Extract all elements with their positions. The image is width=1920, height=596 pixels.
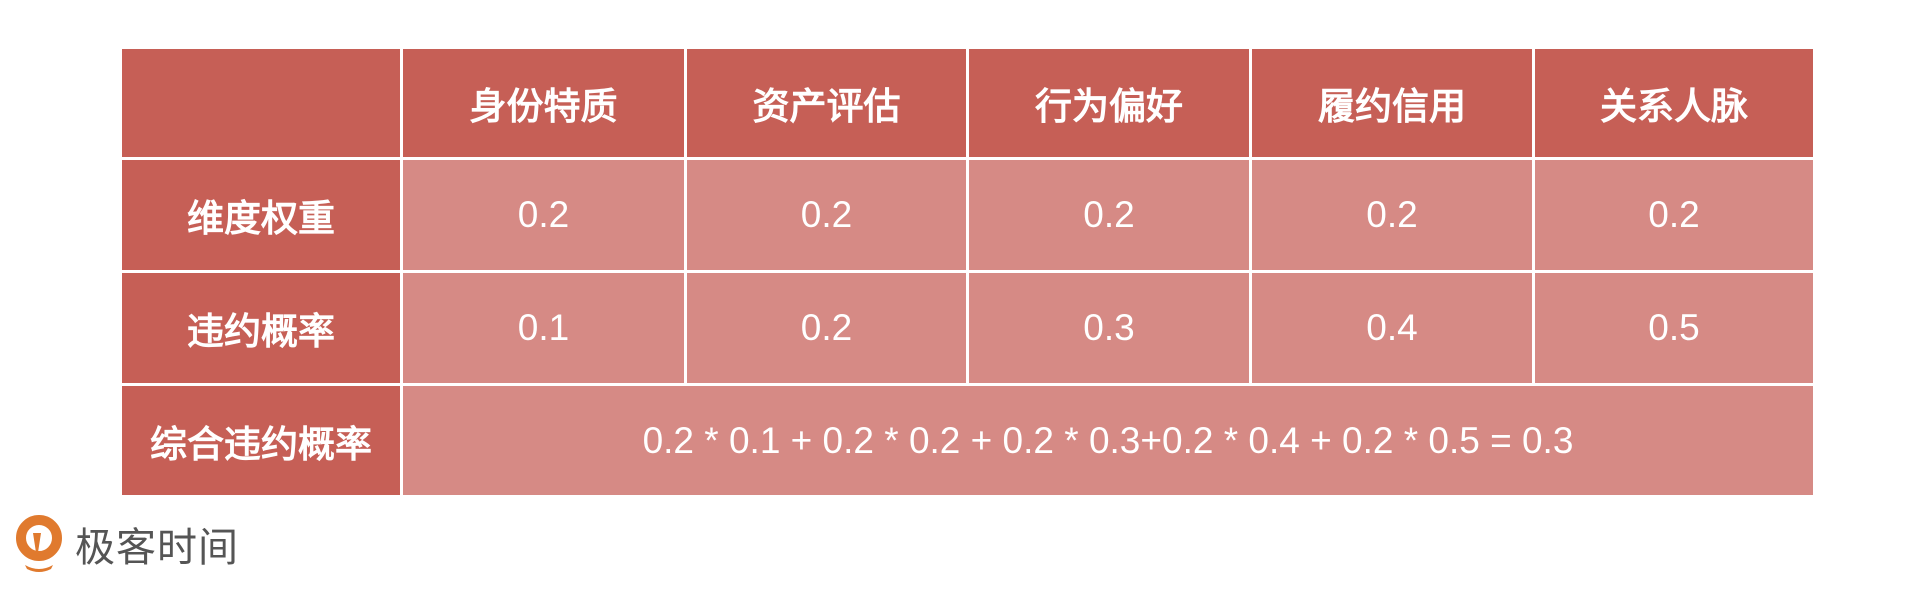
value-cell: 0.2	[687, 273, 966, 383]
value-cell: 0.1	[403, 273, 684, 383]
total-label: 综合违约概率	[122, 386, 400, 495]
header-cell: 关系人脉	[1535, 49, 1813, 157]
value-cell: 0.4	[1252, 273, 1532, 383]
value-cell: 0.3	[969, 273, 1249, 383]
header-corner	[122, 49, 400, 157]
value-cell: 0.2	[1252, 160, 1532, 270]
probability-table: 身份特质 资产评估 行为偏好 履约信用 关系人脉 维度权重 0.2 0.2 0.…	[122, 49, 1813, 495]
header-cell: 身份特质	[403, 49, 684, 157]
value-cell: 0.2	[1535, 160, 1813, 270]
header-cell: 行为偏好	[969, 49, 1249, 157]
value-cell: 0.2	[403, 160, 684, 270]
row-label: 维度权重	[122, 160, 400, 270]
header-cell: 履约信用	[1252, 49, 1532, 157]
header-cell: 资产评估	[687, 49, 966, 157]
logo-text: 极客时间	[75, 525, 239, 571]
geektime-logo: 极客时间	[15, 515, 239, 573]
row-label: 违约概率	[122, 273, 400, 383]
value-cell: 0.2	[687, 160, 966, 270]
geektime-logo-icon	[16, 515, 62, 572]
value-cell: 0.2	[969, 160, 1249, 270]
value-cell: 0.5	[1535, 273, 1813, 383]
total-formula: 0.2 * 0.1 + 0.2 * 0.2 + 0.2 * 0.3+0.2 * …	[403, 386, 1813, 495]
